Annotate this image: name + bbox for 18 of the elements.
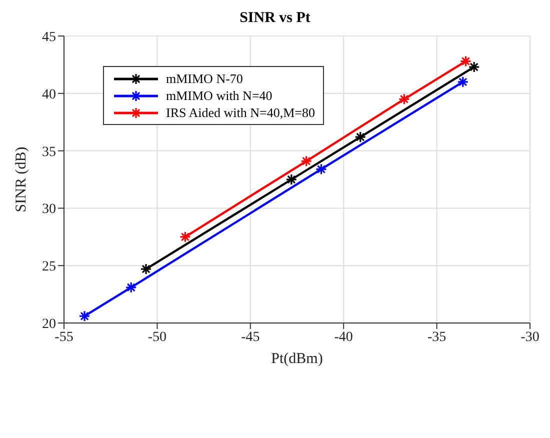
x-tick-label: -55 [54, 330, 74, 345]
y-tick-label: 25 [42, 260, 56, 275]
y-tick-label: 30 [42, 202, 56, 218]
chart-title: SINR vs Pt [240, 10, 310, 26]
x-tick-label: -40 [334, 330, 353, 345]
legend-label: mMIMO N-70 [166, 70, 243, 86]
y-tick-label: 35 [42, 144, 56, 160]
x-tick-label: -50 [148, 330, 167, 345]
y-axis-title: SINR (dB) [13, 146, 30, 212]
legend-label: IRS Aided with N=40,M=80 [166, 104, 316, 120]
y-tick-label: 20 [42, 316, 56, 332]
x-tick-label: -45 [241, 330, 260, 345]
x-tick-label: -35 [427, 330, 446, 345]
y-tick-label: 40 [42, 87, 56, 102]
x-tick-label: -30 [520, 330, 540, 345]
x-axis-title: Pt(dBm) [271, 351, 323, 367]
legend-label: mMIMO with N=40 [166, 88, 272, 104]
y-tick-label: 45 [42, 30, 56, 45]
